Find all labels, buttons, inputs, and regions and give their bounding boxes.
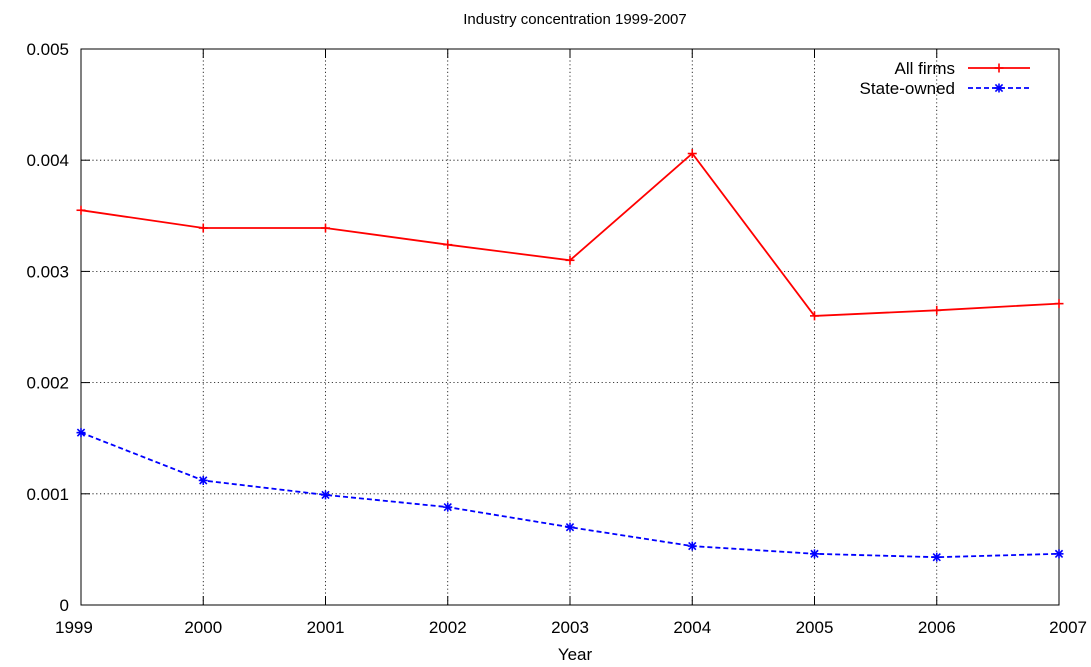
series-2-point xyxy=(443,502,453,512)
series-2-point xyxy=(76,428,86,438)
series-1-point xyxy=(76,205,86,215)
y-tick-label: 0.003 xyxy=(26,262,69,281)
legend-marker xyxy=(994,63,1004,73)
legend-entry: State-owned xyxy=(860,79,1030,98)
x-tick-label: 2007 xyxy=(1049,618,1087,637)
x-tick-label: 2001 xyxy=(307,618,345,637)
y-tick-label: 0 xyxy=(60,596,69,615)
x-tick-label: 1999 xyxy=(55,618,93,637)
series-2-point xyxy=(932,552,942,562)
series-2-point xyxy=(321,490,330,500)
plot-area-border xyxy=(80,48,1060,606)
series-1-point xyxy=(443,240,453,250)
x-axis-tick-labels: 1999 2000 2001 2002 2003 2004 2005 2006 2007 xyxy=(55,618,1087,637)
chart-title: Industry concentration 1999-2007 xyxy=(463,11,686,28)
x-axis-title: Year xyxy=(558,645,593,664)
y-tick-label: 0.004 xyxy=(26,151,69,170)
series-1-point xyxy=(198,223,208,233)
series-2-point xyxy=(565,522,575,532)
legend-label: All firms xyxy=(895,59,955,78)
x-tick-label: 2005 xyxy=(796,618,834,637)
legend-marker xyxy=(994,83,1004,93)
series-2-point xyxy=(687,541,697,551)
series-1-point xyxy=(810,311,819,321)
x-tick-label: 2004 xyxy=(673,618,711,637)
series-line-2 xyxy=(80,431,1060,559)
series-line-1 xyxy=(80,152,1060,317)
series-1-point xyxy=(687,149,697,159)
y-tick-label: 0.005 xyxy=(26,40,69,59)
series-2-point xyxy=(198,475,208,485)
series-2-point xyxy=(1054,549,1064,559)
x-tick-label: 2002 xyxy=(429,618,467,637)
series-1-point xyxy=(565,255,575,265)
series-1-point xyxy=(1054,299,1064,309)
x-tick-label: 2003 xyxy=(551,618,589,637)
y-axis-tick-labels: 0 0.001 0.002 0.003 0.004 0.005 xyxy=(26,40,69,615)
series-1-point xyxy=(321,223,330,233)
legend-label: State-owned xyxy=(860,79,955,98)
x-tick-label: 2006 xyxy=(918,618,956,637)
y-tick-label: 0.001 xyxy=(26,485,69,504)
series-1-point xyxy=(932,305,942,315)
legend-entry: All firms xyxy=(895,59,1030,78)
y-tick-label: 0.002 xyxy=(26,374,69,393)
grid-lines xyxy=(81,49,1059,605)
series-2-point xyxy=(810,549,819,559)
data-series xyxy=(76,149,1064,562)
x-tick-label: 2000 xyxy=(184,618,222,637)
